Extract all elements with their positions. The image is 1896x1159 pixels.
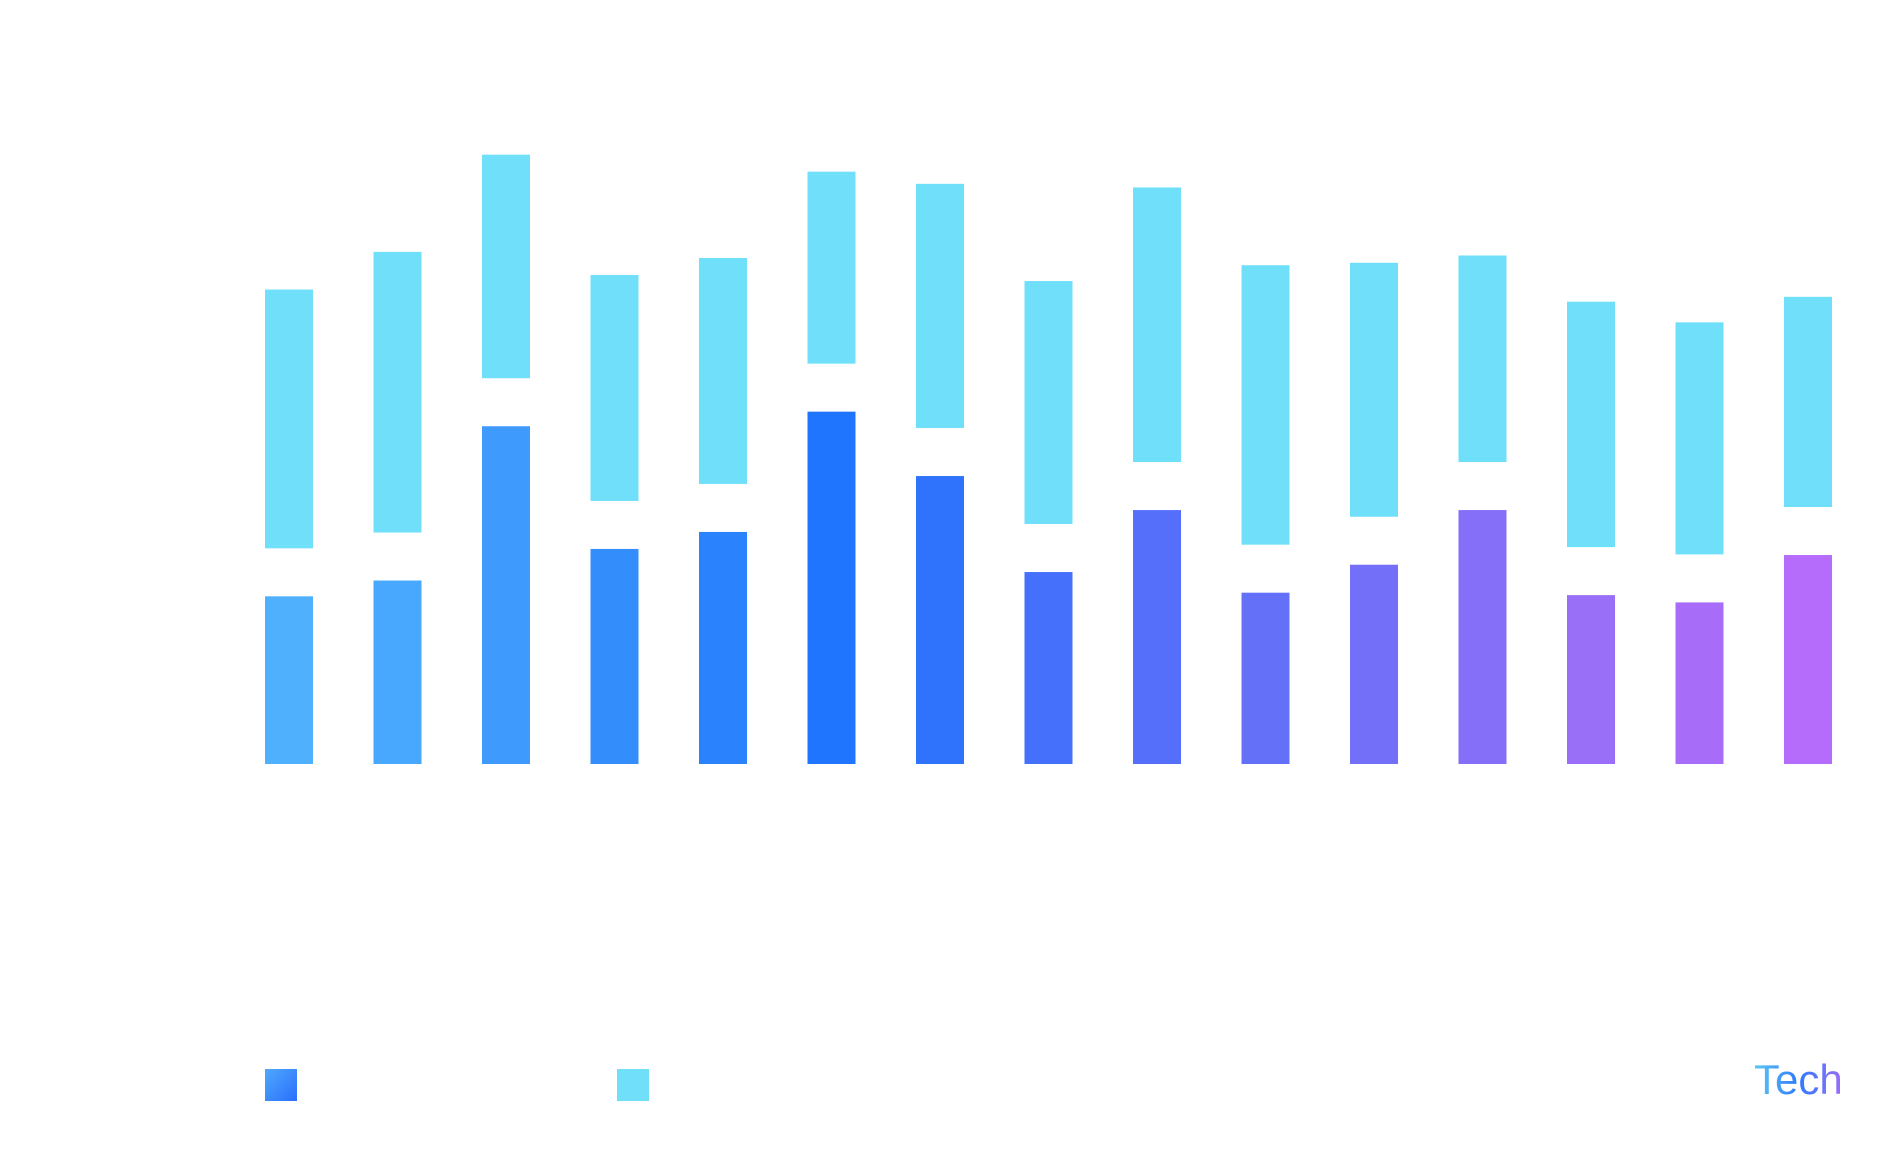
bar-series-1-3 xyxy=(482,426,530,764)
bar-series-1-14 xyxy=(1675,602,1724,764)
bar-series-1-12 xyxy=(1458,510,1507,764)
bar-series-2-9 xyxy=(1133,187,1181,463)
bar-series-1-6 xyxy=(807,411,856,764)
bar-series-2-8 xyxy=(1024,281,1073,525)
bar-series-1-8 xyxy=(1024,572,1073,764)
bar-series-2-12 xyxy=(1458,255,1507,463)
bar-series-1-4 xyxy=(590,548,639,764)
bar-series-1-9 xyxy=(1133,510,1181,764)
bar-series-2-5 xyxy=(699,257,747,484)
bar-series-2-14 xyxy=(1675,322,1724,555)
bar-series-1-7 xyxy=(916,476,964,764)
bar-series-2-1 xyxy=(265,289,313,549)
bar-series-2-3 xyxy=(482,154,530,379)
bar-series-1-10 xyxy=(1241,592,1290,764)
bar-series-1-2 xyxy=(373,580,422,764)
bar-series-1-5 xyxy=(699,531,747,764)
bar-series-1-13 xyxy=(1567,595,1615,764)
bar-series-2-11 xyxy=(1350,262,1398,517)
bar-series-1-11 xyxy=(1350,564,1398,764)
legend-swatch-series-1 xyxy=(265,1069,297,1101)
bar-series-2-15 xyxy=(1784,296,1832,508)
legend-swatch-series-2 xyxy=(617,1069,649,1101)
bar-series-2-6 xyxy=(807,171,856,364)
bar-series-1-15 xyxy=(1784,555,1832,764)
brand-logo-text: Tech xyxy=(1754,1056,1843,1103)
bar-series-2-7 xyxy=(916,183,964,429)
bar-series-2-13 xyxy=(1567,301,1615,548)
bar-series-1-1 xyxy=(265,596,313,764)
bar-series-2-4 xyxy=(590,274,639,501)
bar-series-2-2 xyxy=(373,251,422,533)
bar-series-2-10 xyxy=(1241,265,1290,545)
